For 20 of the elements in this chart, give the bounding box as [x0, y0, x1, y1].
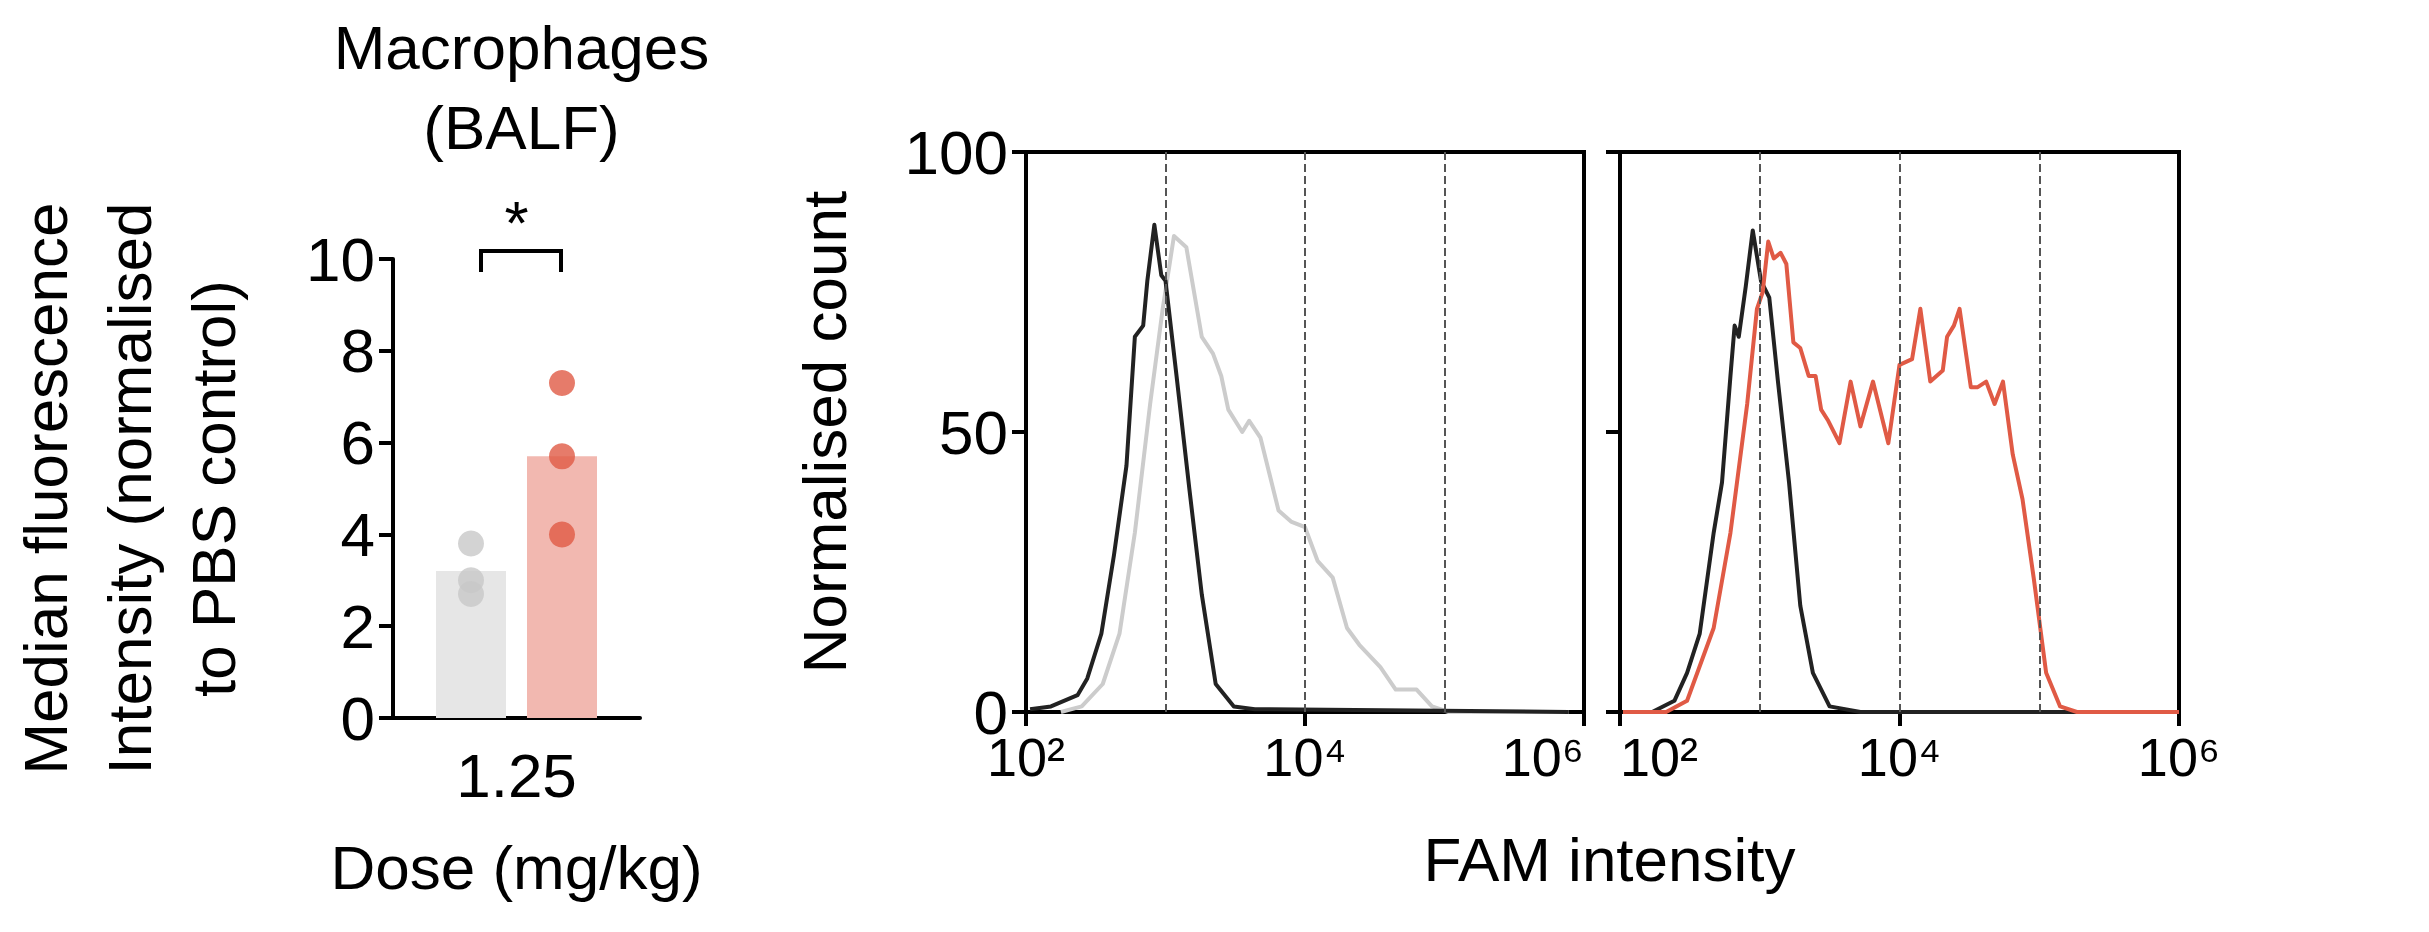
- y-tick-label: 10: [306, 224, 375, 294]
- x-tick-label: 1.25: [456, 740, 577, 810]
- text: *: [504, 187, 529, 257]
- y-tick-label: 4: [340, 499, 375, 569]
- y-tick-label: 50: [939, 397, 1008, 467]
- y-tick-label: 100: [904, 117, 1008, 187]
- y-tick-label: 2: [340, 591, 375, 661]
- x-tick-label: 10⁶: [1501, 727, 1584, 787]
- x-tick-label: 10⁴: [1263, 727, 1347, 787]
- x-axis-title: Dose (mg/kg): [330, 832, 703, 902]
- x-axis-title: FAM intensity: [1423, 824, 1796, 894]
- y-tick-label: 6: [340, 408, 375, 478]
- y-axis-title: Median fluorescence Intensity (normalised to PBS control): [10, 202, 248, 775]
- y-axis-title: Normalised count: [789, 190, 859, 674]
- x-tick-label: 10⁴: [1857, 727, 1942, 787]
- x-tick-label: 10²: [1620, 727, 1699, 787]
- y-tick-label: 8: [340, 316, 375, 386]
- chart-title: Macrophages (BALF): [333, 12, 710, 162]
- y-tick-label: 0: [340, 683, 375, 753]
- x-tick-label: 10⁶: [2137, 727, 2221, 787]
